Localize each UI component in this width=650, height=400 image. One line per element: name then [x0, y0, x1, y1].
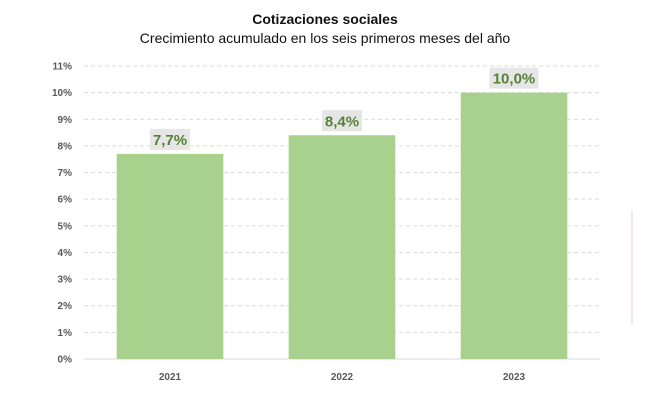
data-label-background: [489, 67, 539, 89]
y-tick-label: 0%: [58, 355, 73, 366]
bar: [460, 92, 568, 360]
data-label-background: [322, 110, 362, 132]
bar: [288, 135, 396, 359]
y-tick-label: 1%: [58, 328, 73, 339]
data-label: 7,7%: [153, 132, 187, 149]
chart-subtitle: Crecimiento acumulado en los seis primer…: [139, 30, 511, 46]
y-tick-label: 11%: [53, 62, 73, 73]
edge-line-decoration: [631, 210, 633, 324]
data-label: 8,4%: [325, 113, 359, 130]
chart-title: Cotizaciones sociales: [252, 11, 398, 27]
y-tick-label: 6%: [58, 195, 73, 206]
bar: [116, 153, 224, 359]
y-tick-label: 2%: [58, 301, 73, 312]
data-label: 10,0%: [493, 71, 536, 88]
x-tick-label: 2022: [331, 372, 354, 383]
x-tick-label: 2023: [503, 372, 526, 383]
y-tick-label: 7%: [58, 168, 73, 179]
y-tick-label: 8%: [58, 141, 73, 152]
x-tick-label: 2021: [159, 372, 182, 383]
y-tick-label: 10%: [52, 88, 72, 99]
y-tick-label: 4%: [58, 248, 73, 259]
data-label-background: [150, 128, 190, 150]
y-tick-label: 9%: [58, 115, 73, 126]
y-tick-label: 5%: [58, 221, 73, 232]
y-tick-label: 3%: [58, 275, 73, 286]
